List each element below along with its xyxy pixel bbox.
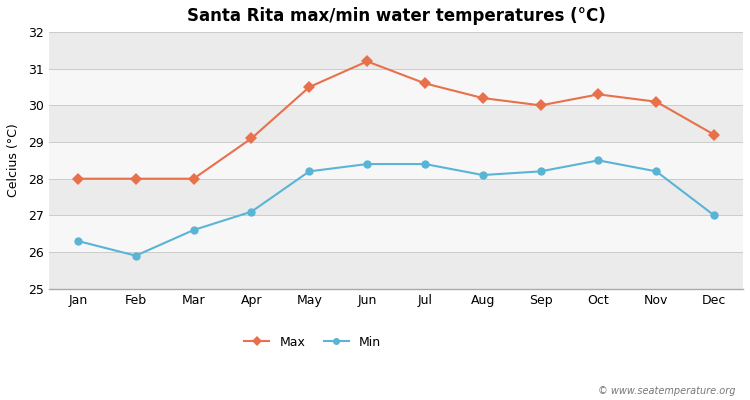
Line: Min: Min <box>74 156 718 260</box>
Min <box>594 158 603 163</box>
Text: © www.seatemperature.org: © www.seatemperature.org <box>598 386 735 396</box>
Max <box>304 85 313 90</box>
Bar <box>49 69 743 105</box>
Max <box>652 99 661 104</box>
Min <box>304 169 313 174</box>
Max <box>74 176 82 181</box>
Max <box>247 136 256 141</box>
Bar <box>49 142 743 179</box>
Bar <box>49 179 743 215</box>
Min <box>536 169 545 174</box>
Max <box>131 176 140 181</box>
Y-axis label: Celcius (°C): Celcius (°C) <box>7 124 20 197</box>
Legend: Max, Min: Max, Min <box>239 331 386 354</box>
Min <box>421 162 430 166</box>
Bar <box>49 252 743 289</box>
Min <box>74 239 82 244</box>
Bar <box>49 32 743 69</box>
Min <box>710 213 718 218</box>
Min <box>247 209 256 214</box>
Min <box>131 253 140 258</box>
Title: Santa Rita max/min water temperatures (°C): Santa Rita max/min water temperatures (°… <box>187 7 605 25</box>
Bar <box>49 105 743 142</box>
Line: Max: Max <box>74 57 718 183</box>
Max <box>594 92 603 97</box>
Max <box>362 59 371 64</box>
Max <box>478 96 488 100</box>
Max <box>421 81 430 86</box>
Bar <box>49 215 743 252</box>
Min <box>362 162 371 166</box>
Min <box>478 173 488 178</box>
Max <box>536 103 545 108</box>
Min <box>189 228 198 232</box>
Min <box>652 169 661 174</box>
Max <box>710 132 718 137</box>
Max <box>189 176 198 181</box>
